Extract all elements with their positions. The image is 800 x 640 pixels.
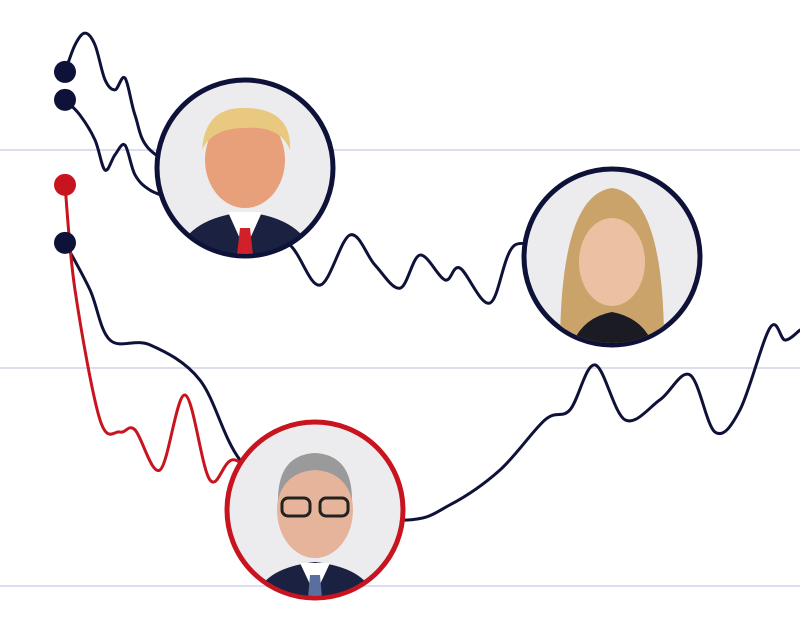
portrait [154, 77, 336, 259]
portrait [521, 166, 703, 348]
portraits [154, 77, 703, 601]
series-line [63, 98, 177, 202]
portrait [224, 419, 406, 601]
portrait-figure [255, 453, 375, 596]
start-dot [54, 231, 76, 254]
series-line [63, 241, 800, 522]
dots [54, 60, 76, 254]
series-line [63, 183, 282, 502]
grid [0, 148, 800, 587]
start-dot [54, 88, 76, 111]
start-dot [54, 173, 76, 196]
start-dot [54, 60, 76, 83]
